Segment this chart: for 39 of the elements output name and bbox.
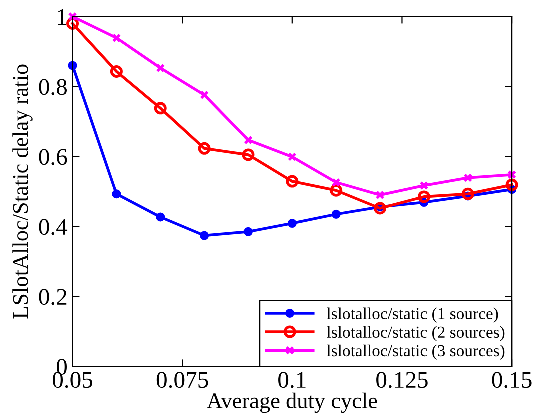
point: [506, 178, 518, 192]
legend-label: lslotalloc/static (2 sources): [327, 326, 505, 342]
point: [154, 102, 167, 115]
point: [242, 148, 255, 162]
point: [332, 178, 341, 188]
x-tick-label: 0.075: [156, 372, 208, 388]
point: [200, 90, 210, 100]
y-tick-label: 0.2: [39, 289, 67, 306]
y-tick-label: 0.8: [39, 79, 68, 96]
point: [156, 64, 166, 73]
point: [374, 202, 387, 215]
y-tick-label: 1: [58, 9, 66, 25]
point: [376, 190, 385, 200]
x-tick-label: 0.125: [376, 372, 428, 388]
point: [112, 190, 122, 199]
point: [244, 136, 253, 145]
point: [420, 181, 429, 190]
point: [330, 184, 343, 197]
y-tick-label: 0.6: [39, 149, 68, 166]
x-tick-label: 0.15: [492, 372, 532, 388]
point: [156, 212, 166, 222]
point: [244, 227, 253, 236]
point: [332, 210, 341, 219]
y-axis-title: LSlotAlloc/Static delay ratio: [12, 64, 33, 319]
point: [112, 34, 122, 43]
point: [198, 142, 211, 155]
legend-label: lslotalloc/static (1 source): [327, 308, 498, 323]
point: [110, 65, 123, 78]
point: [200, 231, 210, 240]
point: [418, 190, 430, 204]
y-tick-label: 0.4: [39, 219, 68, 236]
point: [462, 188, 474, 200]
point: [288, 219, 297, 228]
point: [288, 152, 297, 162]
point: [286, 175, 299, 188]
legend-label: lslotalloc/static (3 sources): [327, 344, 505, 360]
x-tick-label: 0.1: [278, 372, 306, 388]
x-axis-title: Average duty cycle: [207, 392, 378, 414]
point: [464, 174, 473, 183]
